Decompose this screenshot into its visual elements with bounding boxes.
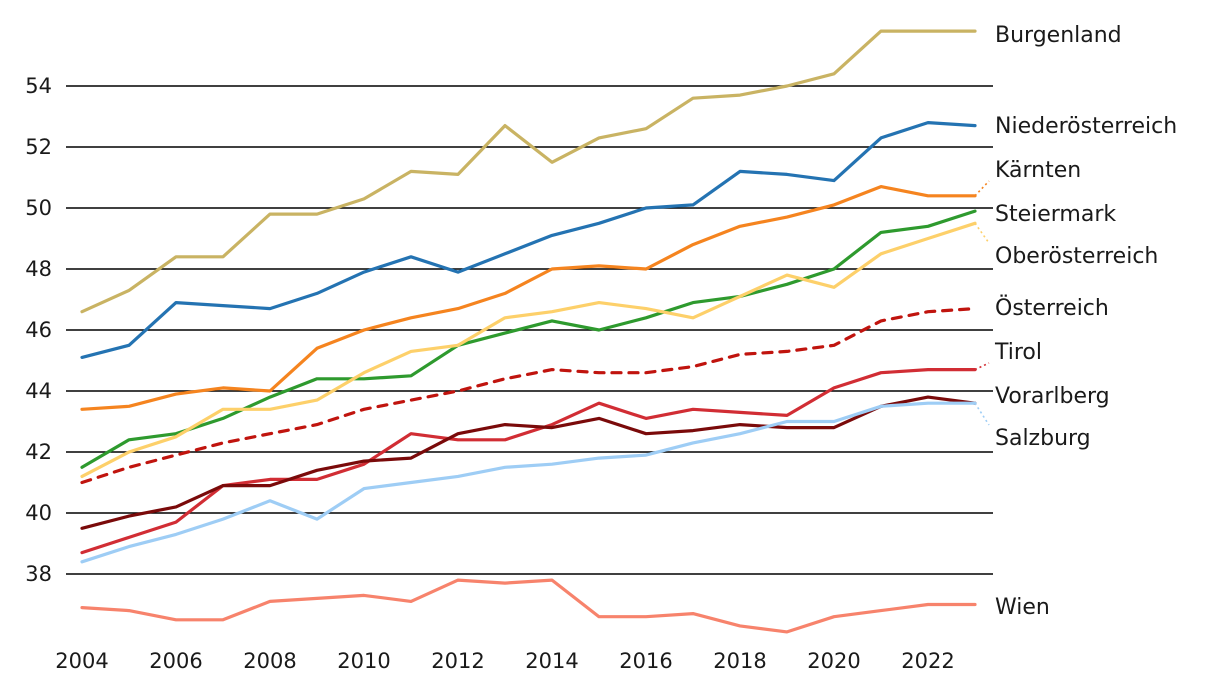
series-line-burgenland [80,29,977,314]
series-line-oberösterreich [80,221,977,478]
series-label-tirol: Tirol [994,340,1042,365]
series-line-vorarlberg [80,395,977,530]
series-label-burgenland: Burgenland [995,23,1122,48]
x-axis: 2004 2006 2008 2010 2012 2014 2016 2018 2020 2022 [55,649,954,673]
series-lines [80,29,990,634]
series-line-österreich [80,307,977,485]
series-line-wien [80,578,977,634]
leader-line-oberösterreich [974,222,990,244]
y-tick-label: 54 [25,74,52,98]
leader-line-tirol [974,362,990,371]
x-tick-label: 2008 [243,649,296,673]
y-tick-label: 46 [25,318,52,342]
y-tick-label: 38 [25,562,52,586]
series-label-niederösterreich: Niederösterreich [995,114,1177,139]
series-line-salzburg [80,401,977,564]
series-label-kärnten: Kärnten [995,158,1081,183]
x-tick-label: 2004 [55,649,108,673]
x-tick-label: 2020 [807,649,860,673]
leader-line-kärnten [974,180,990,197]
series-label-vorarlberg: Vorarlberg [995,384,1110,409]
y-tick-label: 48 [25,257,52,281]
x-tick-label: 2012 [431,649,484,673]
y-tick-label: 44 [25,379,52,403]
series-line-niederösterreich [80,120,977,359]
y-tick-label: 50 [25,196,52,220]
x-tick-label: 2006 [149,649,202,673]
series-label-oberösterreich: Oberösterreich [995,244,1158,269]
x-tick-label: 2010 [337,649,390,673]
grid-lines [66,85,993,575]
series-label-wien: Wien [995,595,1050,620]
series-labels: Burgenland Niederösterreich Kärnten Steierm… [994,23,1177,620]
y-tick-label: 52 [25,135,52,159]
leader-line-salzburg [974,402,990,426]
x-tick-label: 2022 [901,649,954,673]
series-label-österreich: Österreich [995,295,1109,321]
y-tick-label: 42 [25,440,52,464]
series-label-salzburg: Salzburg [995,426,1091,451]
series-line-kärnten [80,185,977,411]
series-line-steiermark [80,209,977,469]
y-axis: 38 40 42 44 46 48 50 52 54 [25,74,52,586]
x-tick-label: 2018 [713,649,766,673]
series-label-steiermark: Steiermark [995,202,1116,227]
x-tick-label: 2016 [619,649,672,673]
x-tick-label: 2014 [525,649,578,673]
series-line-tirol [80,368,977,555]
y-tick-label: 40 [25,501,52,525]
